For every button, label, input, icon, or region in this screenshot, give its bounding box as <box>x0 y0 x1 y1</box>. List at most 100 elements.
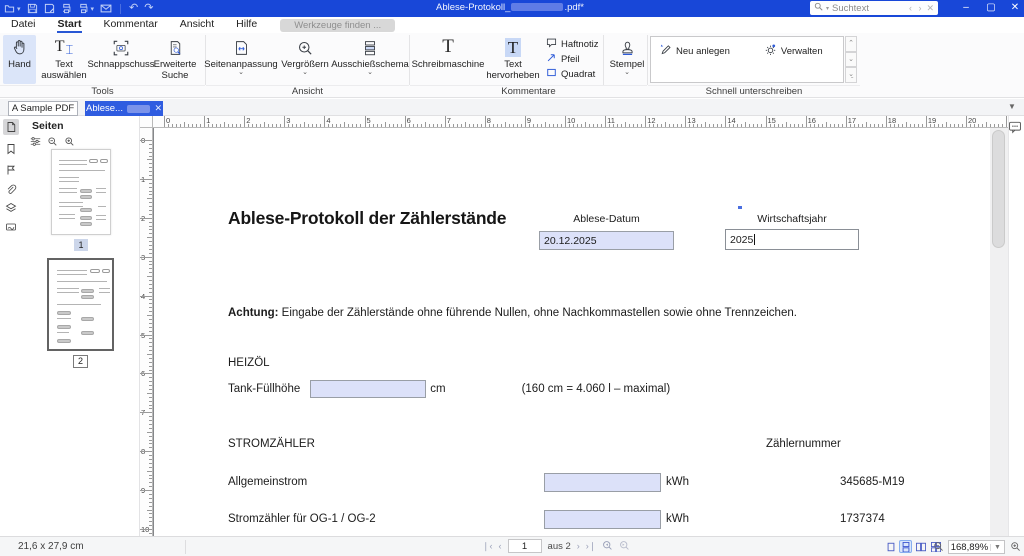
ruler-number: 3 <box>286 116 291 125</box>
ruler-number: 10 <box>567 116 576 125</box>
next-page-icon[interactable]: › <box>576 541 580 551</box>
thumbnail-zoom-in-icon[interactable] <box>64 136 75 150</box>
share-mail-icon[interactable] <box>100 3 112 14</box>
menu-ansicht[interactable]: Ansicht <box>179 18 215 30</box>
ruler-number: 15 <box>767 116 776 125</box>
save-as-icon[interactable] <box>44 3 55 14</box>
menu-hilfe[interactable]: Hilfe <box>236 18 258 30</box>
page-fit-chevron-icon: ⌄ <box>238 69 244 77</box>
panel-options-icon[interactable] <box>30 136 41 150</box>
status-bar: 21,6 x 27,9 cm ❘‹ ‹ 1 aus 2 › ›❘ 168,89%… <box>0 536 1024 556</box>
bookmarks-panel-icon[interactable] <box>3 141 19 157</box>
text-select-button[interactable]: T ⌶ Text auswählen <box>38 35 90 84</box>
menu-start[interactable]: Start <box>47 17 93 33</box>
close-button[interactable]: ✕ <box>1010 2 1020 13</box>
tank-level-field[interactable] <box>310 379 427 398</box>
meter-value-field[interactable] <box>544 472 661 492</box>
pages-panel-toolbar <box>30 136 75 150</box>
text-select-icon: T ⌶ <box>54 38 74 57</box>
page-fit-button[interactable]: Seitenanpassung ⌄ <box>204 35 278 84</box>
highlight-text-button[interactable]: T Text hervorheben <box>484 35 542 84</box>
zoom-button[interactable]: Vergrößern ⌄ <box>276 35 334 84</box>
zoom-out-icon[interactable] <box>933 541 944 555</box>
ribbon-divider <box>409 35 410 85</box>
maximize-button[interactable]: ▢ <box>986 2 996 13</box>
sticky-note-button[interactable]: Haftnotiz <box>546 37 599 51</box>
page-number-2[interactable]: 2 <box>73 355 88 368</box>
date-field[interactable]: 20.12.2025 <box>539 231 674 250</box>
arrow-tool-button[interactable]: Pfeil <box>546 52 599 66</box>
print-chevron-icon[interactable]: ▾ <box>90 5 95 13</box>
hand-tool-button[interactable]: Hand <box>3 35 36 84</box>
find-tools-button[interactable]: Werkzeuge finden ... <box>280 18 396 32</box>
menu-bar: Datei Start Kommentar Ansicht Hilfe Werk… <box>0 17 1024 33</box>
previous-view-icon[interactable] <box>602 540 613 553</box>
page-size-label: 21,6 x 27,9 cm <box>18 541 84 552</box>
menu-datei[interactable]: Datei <box>11 18 36 30</box>
meter-number: 345685-M19 <box>840 476 905 488</box>
print-options-icon[interactable] <box>78 3 89 14</box>
page-number-input[interactable]: 1 <box>507 539 542 553</box>
tab-list-chevron-icon[interactable]: ▼ <box>1008 102 1016 111</box>
open-file-chevron-icon[interactable]: ▾ <box>17 5 21 13</box>
square-tool-button[interactable]: Quadrat <box>546 67 599 81</box>
single-page-view-icon[interactable] <box>884 540 897 553</box>
date-field-label: Ablese-Datum <box>573 213 640 225</box>
next-view-icon[interactable] <box>619 540 630 553</box>
field-marker <box>738 206 742 209</box>
sticky-note-icon <box>546 37 557 51</box>
attachments-panel-icon[interactable] <box>3 182 19 198</box>
ribbon-divider <box>603 35 604 85</box>
stamp-button[interactable]: Stempel ⌄ <box>606 35 648 84</box>
tab-ablese-protokoll[interactable]: Ablese... ✕ <box>85 101 163 116</box>
zoom-level-box[interactable]: 168,89% ▼ <box>948 540 1005 554</box>
tab-close-icon[interactable]: ✕ <box>154 103 162 113</box>
search-box[interactable]: ▾ Suchtext ‹ › ✕ <box>810 1 938 15</box>
sign-expand-button[interactable]: ⌄̱ <box>845 67 857 84</box>
undo-icon[interactable]: ↶ <box>129 2 139 14</box>
print-icon[interactable] <box>61 3 72 14</box>
square-icon <box>546 67 557 81</box>
continuous-view-icon[interactable] <box>899 540 912 553</box>
flag-panel-icon[interactable] <box>3 162 19 178</box>
comment-pane-edge <box>1008 116 1024 536</box>
last-page-icon[interactable]: ›❘ <box>585 540 597 551</box>
search-scope-chevron-icon[interactable]: ▾ <box>826 5 830 12</box>
quick-access-toolbar: ▾ ▾ ↶ ↷ <box>4 2 153 15</box>
layers-panel-icon[interactable] <box>3 200 19 216</box>
advanced-search-button[interactable]: Erweiterte Suche <box>148 35 202 84</box>
comment-bubble-icon[interactable] <box>1008 120 1022 137</box>
sign-manage-button[interactable]: Verwalten <box>764 43 823 59</box>
sign-scroll-up-button[interactable]: ⌃ <box>845 36 857 52</box>
page-thumbnail-2[interactable] <box>47 258 114 351</box>
gear-icon <box>764 43 777 59</box>
meter-value-field[interactable] <box>544 509 661 529</box>
first-page-icon[interactable]: ❘‹ <box>482 540 493 551</box>
zoom-level-chevron-icon[interactable]: ▼ <box>990 543 1004 551</box>
snapshot-button[interactable]: Schnappschuss <box>87 35 155 84</box>
search-close-icon[interactable]: ✕ <box>926 2 934 13</box>
search-prev-next-icons[interactable]: ‹ › <box>908 3 924 13</box>
redo-icon[interactable]: ↷ <box>144 2 154 14</box>
sign-new-button[interactable]: Neu anlegen <box>659 43 730 59</box>
save-icon[interactable] <box>27 3 38 14</box>
thumbnail-zoom-out-icon[interactable] <box>47 136 58 150</box>
open-file-icon[interactable] <box>4 3 15 14</box>
facing-view-icon[interactable] <box>914 540 927 553</box>
page-thumbnail-1[interactable] <box>51 149 111 235</box>
signature-panel-icon[interactable] <box>3 219 19 235</box>
minimize-button[interactable]: – <box>963 2 969 13</box>
page-navigation: ❘‹ ‹ 1 aus 2 › ›❘ <box>482 539 630 553</box>
page-number-1[interactable]: 1 <box>74 239 88 251</box>
zoom-in-status-icon[interactable] <box>1010 541 1021 555</box>
pages-panel-icon[interactable] <box>3 119 19 135</box>
sign-scroll-down-button[interactable]: ⌄ <box>845 51 857 68</box>
year-field[interactable]: 2025 <box>725 229 859 250</box>
vertical-scrollbar[interactable] <box>990 128 1008 536</box>
menu-kommentar[interactable]: Kommentar <box>103 18 158 30</box>
scrollbar-thumb[interactable] <box>992 130 1005 248</box>
imposition-button[interactable]: Ausschießschema ⌄ <box>331 35 409 84</box>
typewriter-button[interactable]: T Schreibmaschine <box>411 36 485 71</box>
previous-page-icon[interactable]: ‹ <box>498 541 502 551</box>
tab-sample-pdf[interactable]: A Sample PDF <box>8 101 78 116</box>
